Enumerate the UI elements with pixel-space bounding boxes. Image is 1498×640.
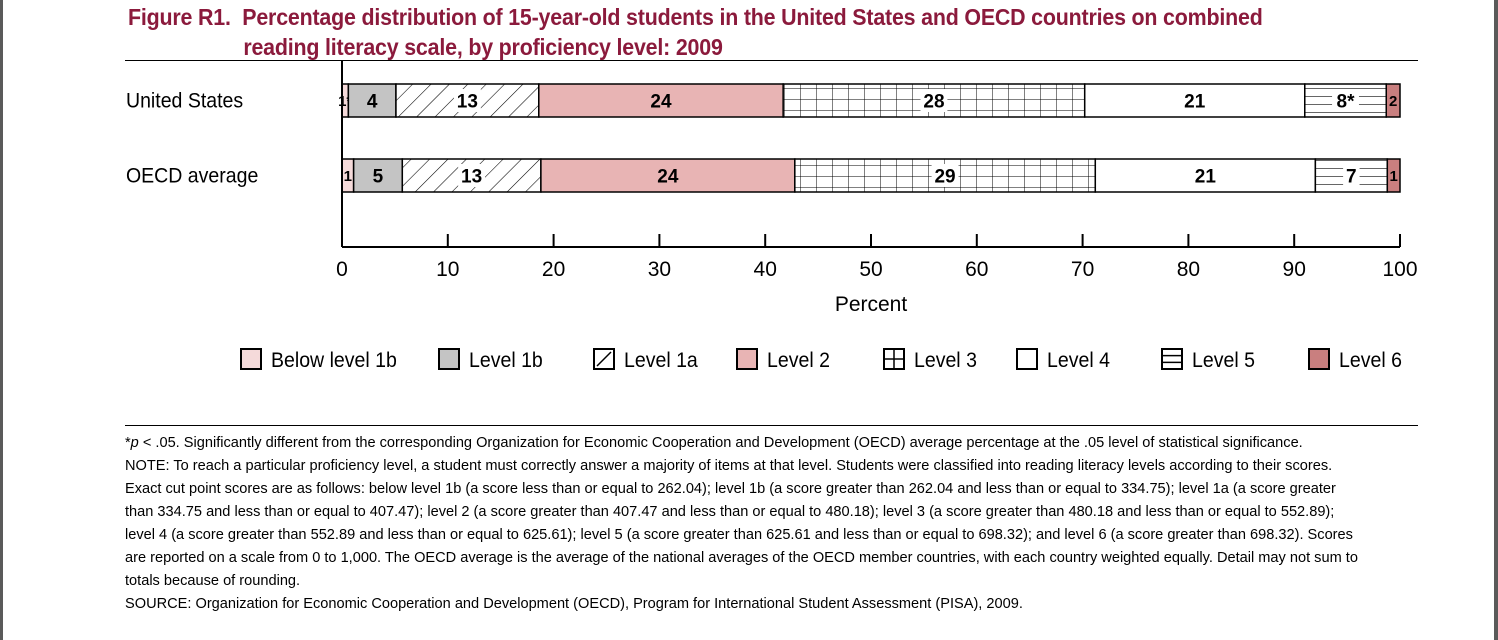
legend-label-level-1b: Level 1b: [469, 349, 543, 372]
bar-segment-united-states-level-1b: [347, 83, 397, 118]
legend-label-level-6: Level 6: [1339, 349, 1402, 372]
data-label-oecd-average-level-5: 7: [1346, 166, 1357, 187]
data-label-bg-united-states-level-3: [920, 89, 948, 112]
window-edge-right: [1494, 0, 1498, 640]
data-label-united-states-level-3: 28: [923, 91, 944, 112]
legend-swatch-level-4: [1016, 348, 1038, 370]
figure-title-line-2: reading literacy scale, by proficiency l…: [243, 34, 723, 60]
data-label-oecd-average-level-3: 29: [934, 166, 955, 187]
legend-label-level-3: Level 3: [914, 349, 977, 372]
legend-hatch-level-1a: [596, 351, 612, 367]
data-label-oecd-average-level-4: 21: [1195, 166, 1217, 187]
figure-title-line-1: Percentage distribution of 15-year-old s…: [242, 4, 1263, 30]
bar-segment-oecd-average-level-6: [1386, 158, 1401, 193]
data-label-oecd-average-level-1b: 5: [373, 166, 384, 187]
x-tick-label-40: 40: [754, 258, 777, 281]
figure-label: Figure R1.: [128, 4, 231, 30]
data-label-bg-united-states-level-1a: [453, 89, 481, 112]
legend-swatch-level-5: [1161, 348, 1183, 370]
data-label-united-states-level-4: 21: [1184, 91, 1206, 112]
x-tick-label-60: 60: [965, 258, 988, 281]
method-note: NOTE: To reach a particular proficiency …: [125, 457, 1358, 589]
data-label-united-states-level-1b: 4: [367, 91, 378, 112]
x-axis-label: Percent: [835, 293, 908, 316]
x-tick-label-50: 50: [859, 258, 882, 281]
legend-swatch-level-1b: [438, 348, 460, 370]
data-label-united-states-level-6: 2: [1389, 93, 1397, 110]
x-tick-label-10: 10: [436, 258, 459, 281]
legend-label-level-2: Level 2: [767, 349, 830, 372]
data-label-bg-oecd-average-level-5: [1343, 164, 1360, 187]
category-label-oecd-average: OECD average: [126, 165, 258, 188]
legend-label-below-level-1b: Below level 1b: [271, 349, 397, 372]
data-label-oecd-average-level-6: 1: [1389, 168, 1397, 185]
source-note: SOURCE: Organization for Economic Cooper…: [125, 595, 1023, 612]
title-rule: [125, 60, 1418, 61]
x-tick-label-0: 0: [336, 258, 348, 281]
legend-swatch-level-6: [1308, 348, 1330, 370]
bar-segment-united-states-level-2: [538, 83, 784, 118]
bar-segment-oecd-average-level-2: [540, 158, 796, 193]
legend-label-level-5: Level 5: [1192, 349, 1255, 372]
data-label-oecd-average-below-level-1b: 1: [344, 168, 352, 185]
legend: Below level 1b Level 1b Level 1a Level 2 Lev…: [240, 348, 1402, 372]
bar-segment-oecd-average-level-1b: [352, 158, 404, 193]
data-label-united-states-level-2: 24: [650, 91, 672, 112]
legend-swatch-below-level-1b: [240, 348, 262, 370]
x-tick-label-20: 20: [542, 258, 565, 281]
data-label-bg-oecd-average-level-1a: [458, 164, 486, 187]
significance-note: *p < .05. Significantly different from t…: [125, 434, 1303, 451]
x-axis: 0 10 20 30 40 50 60 70 80 90 100 Percent: [336, 60, 1418, 316]
category-label-united-states: United States: [126, 90, 243, 113]
notes-rule: [125, 425, 1418, 426]
figure-title: Figure R1. Percentage distribution of 15…: [128, 2, 1418, 62]
x-tick-label-100: 100: [1382, 258, 1417, 281]
x-tick-label-90: 90: [1283, 258, 1306, 281]
data-label-bg-oecd-average-level-3: [931, 164, 959, 187]
bar-segment-united-states-level-6: [1385, 83, 1401, 118]
data-label-oecd-average-level-2: 24: [657, 166, 679, 187]
data-label-united-states-level-5: 8*: [1337, 91, 1356, 112]
x-tick-label-70: 70: [1071, 258, 1094, 281]
notes-section: *p < .05. Significantly different from t…: [125, 431, 1363, 615]
bar-segment-united-states-level-4: [1083, 83, 1306, 118]
legend-swatch-level-2: [736, 348, 758, 370]
data-label-bg-united-states-level-5: [1332, 89, 1359, 112]
bar-segment-oecd-average-level-4: [1094, 158, 1317, 193]
x-tick-label-80: 80: [1177, 258, 1200, 281]
window-edge-left: [0, 0, 3, 640]
data-label-oecd-average-level-1a: 13: [461, 166, 482, 187]
legend-label-level-1a: Level 1a: [624, 349, 698, 372]
legend-label-level-4: Level 4: [1047, 349, 1110, 372]
data-label-united-states-level-1a: 13: [457, 91, 478, 112]
x-tick-label-30: 30: [648, 258, 671, 281]
